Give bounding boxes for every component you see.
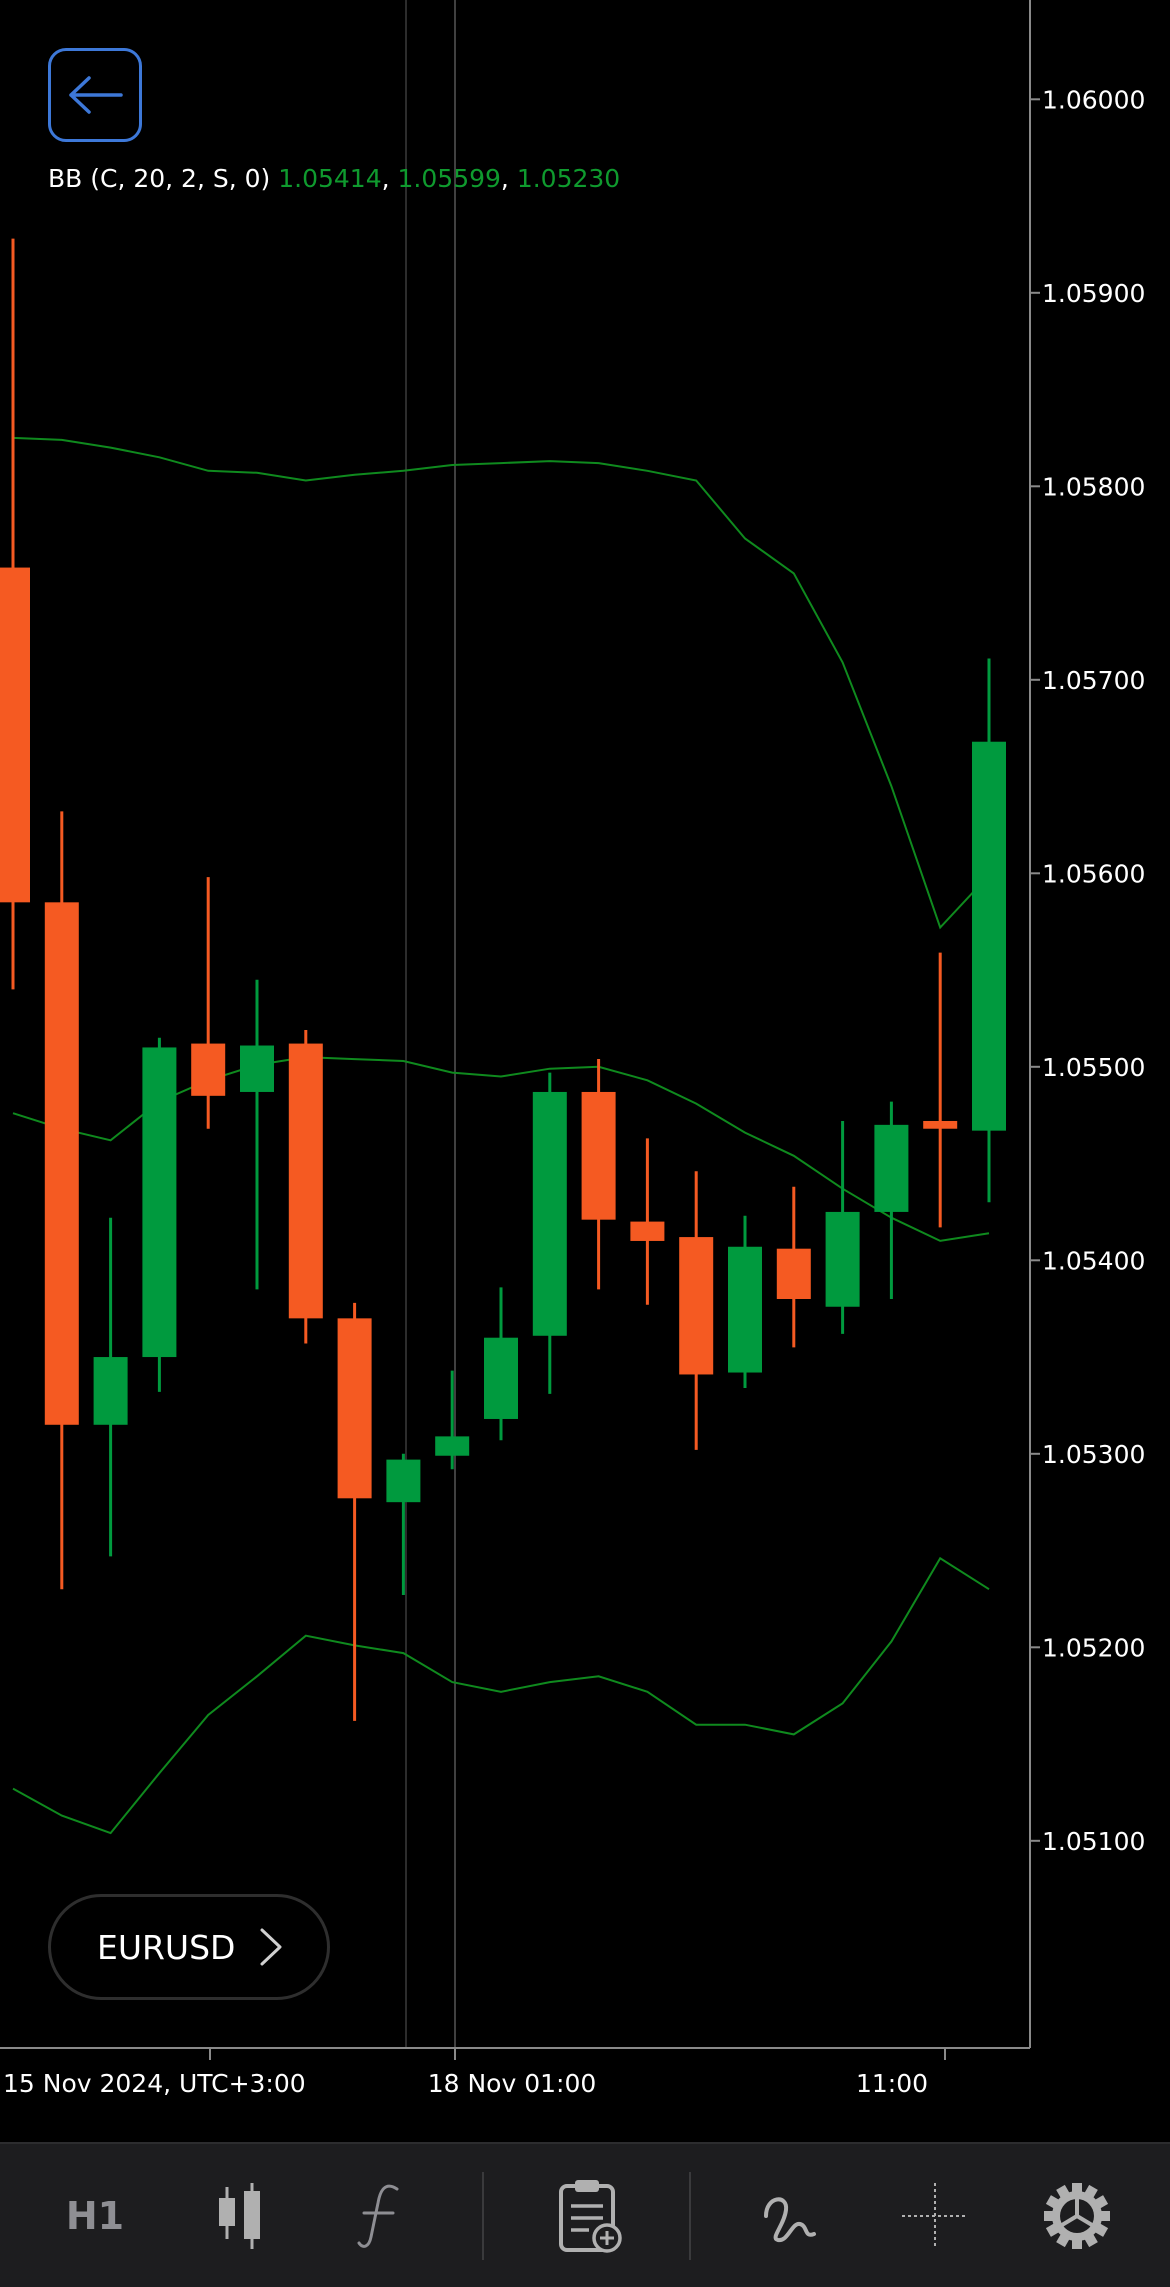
price-tick-label: 1.05500 [1042,1053,1145,1082]
candle-body [44,902,79,1425]
candle [825,1120,860,1334]
gear-tooth [1056,2184,1072,2202]
candle [484,1287,518,1441]
candle [679,1171,714,1450]
indicators-button[interactable] [325,2144,435,2287]
candle [532,1072,567,1394]
gear-tooth [1045,2194,1064,2211]
candle [581,1059,616,1290]
order-button[interactable] [530,2144,650,2287]
price-tick-label: 1.06000 [1042,85,1145,114]
candle [240,979,274,1290]
candle-body [679,1237,714,1375]
candle-body [874,1124,909,1212]
crosshair-button[interactable] [880,2144,990,2287]
price-chart[interactable]: 1.06000 1.05900 1.05800 1.05700 1.05600 1.055… [0,0,1170,2142]
chart-type-button[interactable] [180,2144,300,2287]
indicator-value-upper: 1.05599 [397,164,501,193]
price-tick-label: 1.05300 [1042,1440,1145,1469]
timeframe-button[interactable]: H1 [40,2144,150,2287]
symbol-button[interactable]: EURUSD [48,1894,330,2000]
gear-icon [1044,2182,1110,2249]
gear-tooth [1096,2210,1110,2221]
toolbar-divider [689,2172,691,2260]
gear-tooth [1056,2229,1072,2247]
candle [776,1186,811,1348]
candle-body [191,1043,226,1096]
candle-body [923,1120,958,1129]
bottom-toolbar: H1 [0,2142,1170,2287]
candle-body [0,567,30,903]
candle [728,1215,762,1389]
timeframe-label: H1 [65,2193,125,2238]
price-tick-label: 1.05600 [1042,859,1145,888]
price-tick-label: 1.05100 [1042,1827,1145,1856]
gear-tooth [1090,2220,1109,2237]
price-tick-label: 1.05700 [1042,666,1145,695]
arrow-left-icon [69,76,123,114]
candle-body [386,1459,421,1503]
time-tick-label: 11:00 [856,2069,928,2098]
clipboard-add-icon [559,2179,622,2253]
indicator-value-lower: 1.05230 [516,164,621,193]
gear-tooth [1082,2184,1098,2202]
candle [923,952,958,1228]
gear-tooth [1045,2220,1064,2237]
indicator-value-middle: 1.05414 [278,164,382,193]
gear-tooth [1082,2229,1098,2247]
candle-body [825,1211,860,1307]
gear-tooth [1072,2234,1082,2249]
gear-tooth [1072,2182,1082,2197]
candle-body [93,1357,128,1425]
candle-body [776,1248,811,1299]
candle-body [532,1091,567,1336]
price-tick-label: 1.05400 [1042,1246,1145,1275]
candle [44,811,79,1590]
candle [435,1370,470,1470]
indicator-legend: BB (C, 20, 2, S, 0) 1.05414, 1.05599, 1.… [48,164,621,193]
candle [630,1138,665,1305]
candle [386,1453,421,1596]
toolbar-divider [482,2172,484,2260]
candle [191,877,226,1129]
candle [337,1302,372,1721]
indicator-name: BB (C, 20, 2, S, 0) [48,164,271,193]
candle [0,238,30,990]
function-icon [357,2184,399,2248]
candle-body [142,1047,177,1358]
price-tick-label: 1.05800 [1042,472,1145,501]
candle-body [288,1043,323,1319]
candle-body [581,1091,616,1220]
draw-curve-icon [764,2197,816,2242]
candle [874,1101,909,1299]
bollinger-upper-band [12,436,990,930]
symbol-label: EURUSD [97,1927,236,1967]
candle-body [728,1246,762,1373]
candle-body [240,1045,274,1092]
candle [288,1030,323,1344]
drawing-tools-button[interactable] [735,2144,845,2287]
candle-body [337,1318,372,1499]
candle-body [972,741,1006,1131]
gear-tooth [1090,2194,1109,2211]
crosshair-icon [902,2182,968,2249]
candle-body [484,1337,518,1419]
chevron-right-icon [260,1928,282,1966]
bollinger-lower-band [12,1556,990,1835]
gear-tooth [1044,2210,1058,2221]
price-tick-label: 1.05200 [1042,1633,1145,1662]
time-tick-label: 18 Nov 01:00 [428,2069,597,2098]
candle-body [435,1436,470,1456]
candle [93,1217,128,1557]
candle-body [630,1221,665,1241]
candle [972,658,1006,1203]
settings-button[interactable] [1022,2144,1132,2287]
candle [142,1037,177,1392]
time-tick-label: 15 Nov 2024, UTC+3:00 [3,2069,306,2098]
candlestick-icon [219,2182,260,2249]
back-button[interactable] [48,48,142,142]
price-tick-label: 1.05900 [1042,279,1145,308]
